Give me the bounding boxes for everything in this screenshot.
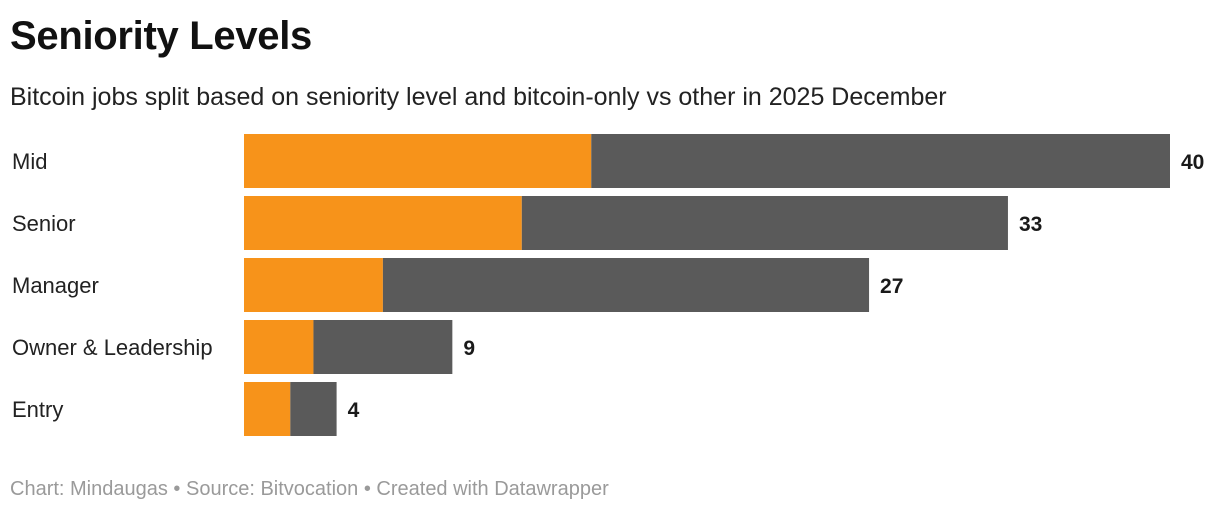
category-label-manager: Manager bbox=[12, 273, 99, 298]
value-label-owner-leadership: 9 bbox=[463, 337, 475, 360]
category-label-senior: Senior bbox=[12, 211, 76, 236]
category-label-mid: Mid bbox=[12, 149, 47, 174]
bar-manager-other bbox=[382, 258, 870, 312]
bar-mid-bitcoin-only bbox=[244, 134, 592, 188]
bar-entry-other bbox=[290, 382, 337, 436]
category-label-owner-leadership: Owner & Leadership bbox=[12, 335, 213, 360]
chart-subtitle: Bitcoin jobs split based on seniority le… bbox=[10, 83, 947, 111]
bar-owner-leadership-other bbox=[313, 320, 453, 374]
bar-owner-leadership-bitcoin-only bbox=[244, 320, 314, 374]
bar-senior-bitcoin-only bbox=[244, 196, 522, 250]
value-label-entry: 4 bbox=[348, 399, 360, 422]
bar-manager-bitcoin-only bbox=[244, 258, 383, 312]
bar-senior-other bbox=[521, 196, 1008, 250]
value-label-mid: 40 bbox=[1181, 151, 1204, 174]
chart-footer-credit: Chart: Mindaugas • Source: Bitvocation •… bbox=[10, 478, 609, 500]
bar-entry-bitcoin-only bbox=[244, 382, 291, 436]
seniority-bar-chart: Mid 40 Senior 33 Manager 27 Owner & Leadership… bbox=[12, 134, 1204, 436]
chart-title: Seniority Levels bbox=[10, 14, 312, 58]
bar-mid-other bbox=[591, 134, 1170, 188]
value-label-manager: 27 bbox=[880, 275, 903, 298]
category-label-entry: Entry bbox=[12, 397, 63, 422]
value-label-senior: 33 bbox=[1019, 213, 1042, 236]
